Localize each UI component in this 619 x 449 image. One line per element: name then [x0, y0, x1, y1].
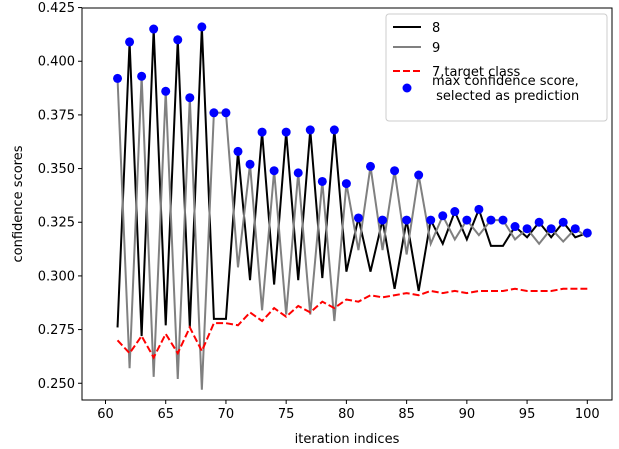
prediction-point	[149, 24, 159, 34]
legend-label-3: max confidence score, selected as predic…	[432, 74, 579, 104]
prediction-point	[161, 86, 171, 96]
prediction-point	[450, 207, 460, 217]
prediction-point	[522, 224, 532, 234]
prediction-point	[197, 22, 207, 32]
prediction-point	[293, 168, 303, 178]
prediction-point	[546, 224, 556, 234]
prediction-point	[341, 179, 351, 189]
prediction-point	[353, 213, 363, 223]
prediction-point	[414, 170, 424, 180]
series-line-2	[116, 287, 588, 360]
prediction-point	[582, 228, 592, 238]
prediction-point	[486, 215, 496, 225]
y-tick-label: 0.325	[38, 216, 75, 231]
prediction-point	[474, 204, 484, 214]
prediction-point	[378, 215, 388, 225]
x-tick-label: 70	[218, 407, 235, 422]
prediction-point	[390, 166, 400, 176]
prediction-point	[534, 217, 544, 227]
x-tick-label: 85	[398, 407, 415, 422]
points-layer	[113, 22, 592, 238]
x-tick-label: 100	[575, 407, 600, 422]
series-line-0	[116, 26, 588, 337]
prediction-point	[498, 215, 508, 225]
prediction-point	[329, 125, 339, 135]
prediction-point	[125, 37, 135, 47]
prediction-point	[113, 73, 123, 83]
prediction-point	[209, 108, 219, 118]
x-tick-label: 75	[278, 407, 295, 422]
legend-swatch-3	[402, 83, 412, 93]
y-tick-label: 0.425	[38, 1, 75, 16]
prediction-point	[281, 127, 291, 137]
prediction-point	[402, 215, 412, 225]
legend-label-0: 8	[432, 21, 440, 36]
prediction-point	[510, 222, 520, 232]
y-axis-label: confidence scores	[11, 145, 26, 262]
x-tick-label: 65	[157, 407, 174, 422]
legend-label-1: 9	[432, 41, 440, 56]
prediction-point	[257, 127, 267, 137]
prediction-point	[269, 166, 279, 176]
x-axis-label: iteration indices	[295, 432, 400, 447]
prediction-point	[570, 224, 580, 234]
plot-frame	[81, 7, 613, 401]
y-tick-label: 0.375	[38, 108, 75, 123]
series-layer	[116, 26, 588, 390]
prediction-point	[462, 215, 472, 225]
legend-box	[385, 13, 608, 122]
prediction-point	[426, 215, 436, 225]
y-axis: 0.250 0.275 0.300 0.325 0.350 0.375 0.400 0.425	[38, 1, 82, 392]
prediction-point	[558, 217, 568, 227]
y-tick-label: 0.275	[38, 323, 75, 338]
prediction-point	[317, 176, 327, 186]
prediction-point	[185, 93, 195, 103]
legend-label-2: 7,target class	[432, 65, 521, 80]
x-axis: 60 65 70 75 80 85 90 95 100	[97, 400, 600, 422]
prediction-point	[438, 211, 448, 221]
y-tick-label: 0.400	[38, 55, 75, 70]
prediction-point	[233, 146, 243, 156]
prediction-point	[365, 161, 375, 171]
prediction-point	[305, 125, 315, 135]
y-tick-label: 0.350	[38, 162, 75, 177]
prediction-point	[137, 71, 147, 81]
y-tick-label: 0.300	[38, 269, 75, 284]
x-tick-label: 95	[519, 407, 536, 422]
prediction-point	[173, 35, 183, 45]
prediction-point	[245, 159, 255, 169]
x-tick-label: 90	[459, 407, 476, 422]
series-line-1	[116, 76, 588, 390]
x-tick-label: 60	[97, 407, 114, 422]
prediction-point	[221, 108, 231, 118]
y-tick-label: 0.250	[38, 377, 75, 392]
x-tick-label: 80	[338, 407, 355, 422]
